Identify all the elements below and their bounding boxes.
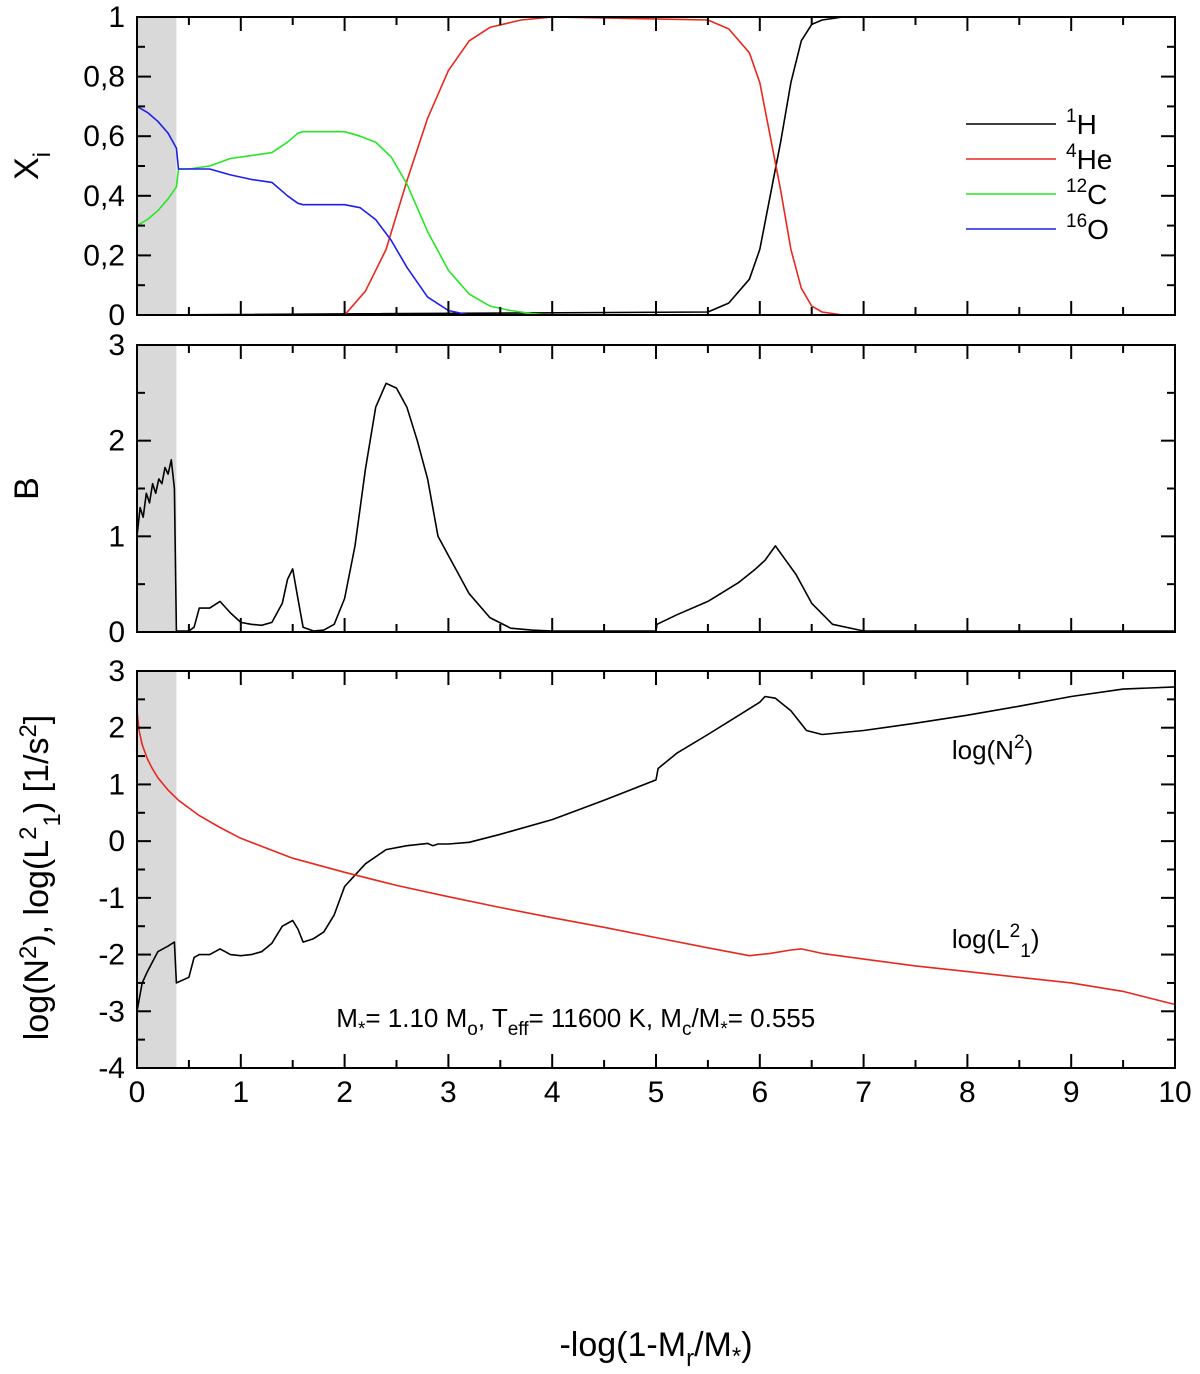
model-parameters-annotation: M*= 1.10 Mo, Teff= 11600 K, Mc/M*= 0.555 [336,1003,815,1040]
y-ticks: 0 1 2 3 [108,329,1175,649]
x-axis-label: -log(1-Mr/M*) [559,1326,752,1372]
y-tick-label: 1 [108,768,125,801]
y-tick-label: 0,6 [83,120,125,153]
series-line-4he [137,16,1175,316]
panel-frame [136,344,1176,633]
x-tick-label: 5 [648,1076,665,1109]
y-tick-label: 3 [108,329,125,362]
x-tick-label: 7 [855,1076,872,1109]
panel-frame [136,670,1176,1069]
y-tick-label: 2 [108,712,125,745]
x-tick-label: 1 [232,1076,249,1109]
x-tick-label: 2 [336,1076,353,1109]
y-tick-label: -4 [98,1052,125,1085]
x-tick-label: 10 [1158,1076,1191,1109]
x-tick-label: 8 [959,1076,976,1109]
frequency-panel: 0 1 2 3 4 5 6 7 8 9 10 -4 -3 -2 -1 0 1 2 3 log(N2), log(L… [15,655,1192,1109]
y-axis-label: Xi [8,152,56,180]
x-tick-label: 9 [1063,1076,1080,1109]
frequency-series-group [136,686,1176,1012]
y-tick-label: -3 [98,995,125,1028]
panel-frame [136,16,1176,316]
legend-label: 4He [1066,141,1112,175]
y-tick-label: -1 [98,882,125,915]
series-line-log-l2-1- [136,710,1176,1006]
series-line-b [136,382,1175,632]
legend-label: 16O [1066,211,1109,245]
curve-label-logl2: log(L21) [952,921,1040,962]
b-series-group [136,382,1175,632]
curve-label-logn2: log(N2) [952,732,1033,765]
legend-label: 1H [1066,106,1097,140]
y-tick-label: 0 [108,616,125,649]
y-tick-label: 1 [108,1,125,34]
y-ticks: -4 -3 -2 -1 0 1 2 3 [98,655,1175,1085]
ledoux-b-panel: 0 1 2 3 B [8,329,1176,649]
y-ticks: 0 0,2 0,4 0,6 0,8 1 [83,1,1175,332]
y-tick-label: 3 [108,655,125,688]
abundance-series-group [136,16,1175,316]
y-tick-label: 0,2 [83,239,125,272]
x-tick-label: 0 [129,1076,146,1109]
y-tick-label: 0,4 [83,180,125,213]
y-tick-label: 0 [108,299,125,332]
series-line-1h [136,16,1175,316]
series-line-16o [136,105,1175,316]
series-line-log-n2- [136,686,1176,1012]
series-line-12c [136,130,1175,316]
x-tick-label: 4 [544,1076,561,1109]
y-axis-label: B [8,477,46,500]
x-tick-label: 6 [751,1076,768,1109]
x-ticks [136,345,1176,632]
x-tick-label: 3 [440,1076,457,1109]
y-tick-label: -2 [98,939,125,972]
legend-label: 12C [1066,176,1107,210]
y-tick-label: 1 [108,520,125,553]
y-tick-label: 0,8 [83,61,125,94]
x-ticks [136,17,1176,315]
y-tick-label: 0 [108,825,125,858]
y-axis-label: log(N2), log(L21) [1/s2] [15,715,66,1041]
y-tick-label: 2 [108,425,125,458]
